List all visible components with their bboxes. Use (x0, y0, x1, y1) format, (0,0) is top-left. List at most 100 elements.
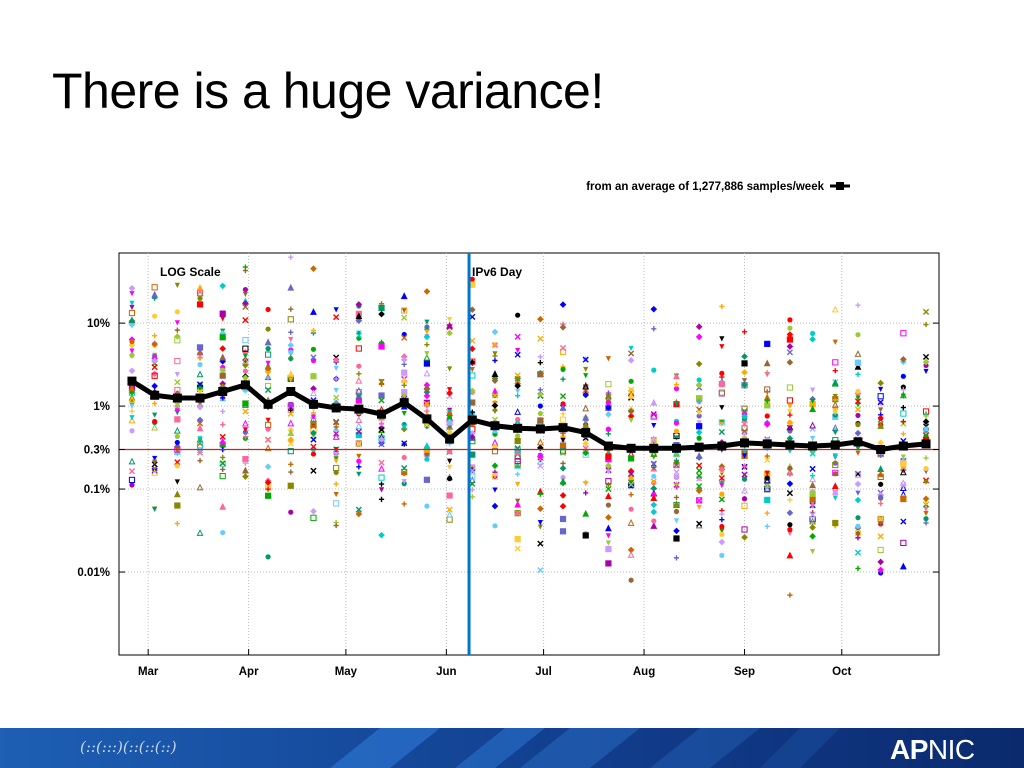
scatter-point (832, 471, 838, 477)
scatter-point (854, 359, 862, 366)
scatter-point (220, 466, 226, 472)
scatter-point (787, 592, 793, 598)
scatter-point (651, 461, 657, 467)
scatter-point (333, 376, 339, 382)
average-point (876, 444, 886, 454)
scatter-point (514, 437, 521, 445)
scatter-point (401, 478, 407, 485)
scatter-point (333, 419, 340, 426)
scatter-point (242, 434, 249, 440)
scatter-point (537, 391, 543, 397)
scatter-point (582, 391, 590, 399)
scatter-point (741, 471, 748, 478)
scatter-point (673, 481, 680, 487)
scatter-point (922, 495, 930, 503)
scatter-point (378, 459, 385, 466)
scatter-point (129, 428, 135, 434)
scatter-point (355, 376, 363, 384)
scatter-point (378, 487, 385, 493)
scatter-point (469, 480, 476, 487)
scatter-point (242, 337, 249, 344)
average-point (286, 386, 296, 396)
scatter-point (673, 385, 680, 392)
scatter-point (900, 373, 906, 379)
scatter-point (741, 381, 748, 389)
scatter-point (673, 401, 680, 407)
scatter-point (310, 308, 317, 315)
scatter-point (582, 449, 590, 457)
scatter-point (605, 485, 612, 493)
scatter-point (288, 509, 294, 515)
scatter-point (174, 439, 180, 446)
scatter-point (129, 352, 135, 358)
scatter-point (899, 484, 907, 491)
scatter-point (310, 419, 317, 427)
scatter-point (378, 436, 385, 443)
scatter-point (650, 501, 658, 509)
scatter-point (378, 531, 385, 539)
scatter-point (809, 335, 816, 343)
scatter-point (537, 335, 544, 342)
average-point (535, 424, 545, 434)
scatter-point (878, 407, 884, 413)
scatter-point (786, 424, 794, 431)
scatter-point (287, 436, 295, 444)
scatter-point (741, 369, 748, 376)
scatter-point (424, 342, 430, 348)
scatter-point (424, 456, 430, 462)
scatter-point (219, 473, 226, 480)
scatter-point (491, 402, 499, 409)
scatter-point (605, 545, 612, 553)
scatter-point (582, 413, 590, 421)
scatter-point (537, 505, 544, 512)
scatter-point (196, 447, 204, 454)
scatter-point (718, 419, 725, 426)
scatter-point (242, 473, 249, 480)
scatter-point (605, 462, 612, 470)
scatter-point (673, 518, 680, 524)
scatter-point (333, 451, 339, 458)
y-tick-label: 1% (93, 401, 110, 413)
scatter-point (673, 535, 680, 542)
scatter-point (719, 528, 725, 534)
scatter-point (628, 506, 634, 512)
scatter-point (219, 433, 226, 440)
scatter-point (900, 418, 906, 425)
scatter-point (696, 472, 703, 479)
scatter-point (809, 473, 816, 479)
scatter-point (764, 453, 770, 459)
scatter-point (423, 476, 431, 483)
scatter-point (786, 480, 794, 488)
scatter-point (310, 429, 317, 437)
scatter-point (128, 416, 136, 424)
scatter-point (741, 329, 748, 335)
scatter-point (900, 431, 906, 437)
scatter-point (695, 323, 703, 331)
scatter-point (560, 460, 566, 466)
scatter-point (401, 410, 407, 417)
scatter-point (265, 306, 271, 313)
average-point (240, 380, 250, 390)
scatter-point (515, 481, 521, 488)
scatter-point (809, 549, 816, 555)
scatter-point (219, 282, 227, 290)
scatter-point (877, 379, 884, 387)
scatter-point (582, 445, 589, 452)
scatter-point (719, 303, 725, 310)
scatter-point (468, 476, 476, 483)
average-point (898, 441, 908, 451)
scatter-point (787, 409, 793, 415)
scatter-point (763, 484, 771, 492)
scatter-point (378, 420, 385, 426)
scatter-point (855, 402, 861, 408)
scatter-point (446, 422, 454, 430)
scatter-point (786, 490, 794, 497)
scatter-point (604, 524, 612, 532)
scatter-point (695, 452, 703, 459)
scatter-point (673, 372, 680, 380)
scatter-point (491, 462, 499, 470)
scatter-point (923, 426, 929, 432)
scatter-point (514, 408, 522, 415)
scatter-point (265, 346, 271, 352)
average-point (377, 409, 387, 419)
